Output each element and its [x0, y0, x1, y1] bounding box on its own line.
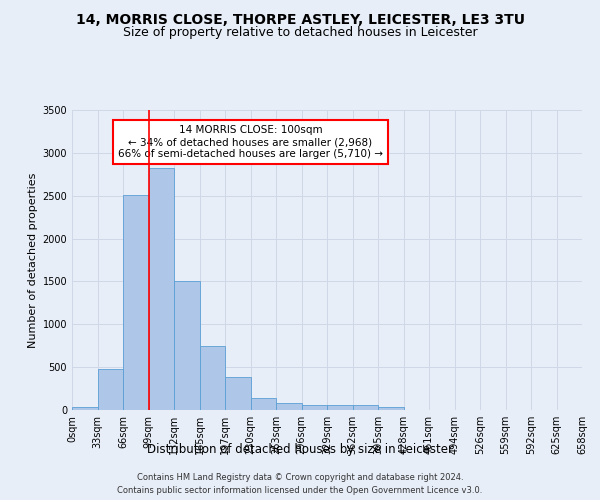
Bar: [276, 403, 302, 410]
Text: Size of property relative to detached houses in Leicester: Size of property relative to detached ho…: [122, 26, 478, 39]
Bar: [97, 369, 123, 410]
Text: 14 MORRIS CLOSE: 100sqm
← 34% of detached houses are smaller (2,968)
66% of semi: 14 MORRIS CLOSE: 100sqm ← 34% of detache…: [118, 126, 383, 158]
Bar: [327, 405, 353, 410]
Bar: [199, 346, 225, 410]
Y-axis label: Number of detached properties: Number of detached properties: [28, 172, 38, 348]
Text: 14, MORRIS CLOSE, THORPE ASTLEY, LEICESTER, LE3 3TU: 14, MORRIS CLOSE, THORPE ASTLEY, LEICEST…: [76, 12, 524, 26]
Bar: [251, 398, 276, 410]
Bar: [149, 168, 174, 410]
Bar: [174, 280, 199, 410]
Bar: [353, 406, 378, 410]
Bar: [225, 378, 251, 410]
Bar: [302, 405, 327, 410]
Bar: [72, 408, 97, 410]
Text: Distribution of detached houses by size in Leicester: Distribution of detached houses by size …: [147, 442, 453, 456]
Text: Contains HM Land Registry data © Crown copyright and database right 2024.: Contains HM Land Registry data © Crown c…: [137, 472, 463, 482]
Bar: [123, 195, 149, 410]
Bar: [378, 407, 404, 410]
Text: Contains public sector information licensed under the Open Government Licence v3: Contains public sector information licen…: [118, 486, 482, 495]
